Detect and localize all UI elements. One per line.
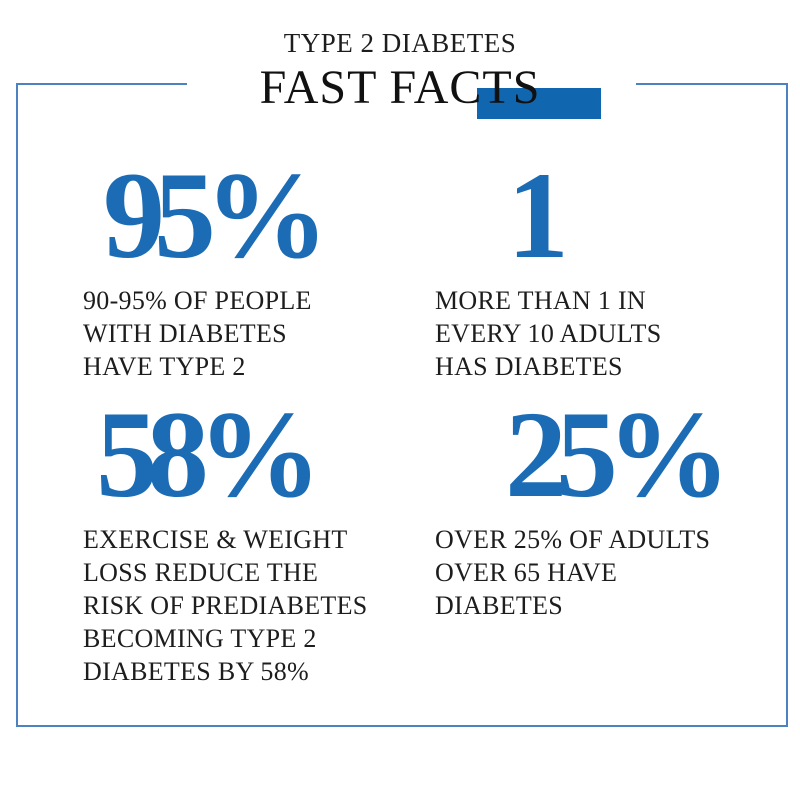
stat-caption: OVER 25% OF ADULTS OVER 65 HAVE DIABETES bbox=[435, 523, 760, 622]
caption-line: MORE THAN 1 IN bbox=[435, 286, 646, 315]
caption-line: RISK OF PREDIABETES bbox=[83, 591, 368, 620]
stat-value: 95% bbox=[103, 147, 329, 284]
caption-line: HAVE TYPE 2 bbox=[83, 352, 246, 381]
caption-line: DIABETES bbox=[435, 591, 564, 620]
caption-line: WITH DIABETES bbox=[83, 319, 287, 348]
caption-line: DIABETES BY 58% bbox=[83, 657, 309, 686]
stat-value: 58% bbox=[96, 386, 322, 523]
page-title: FAST FACTS bbox=[259, 61, 541, 114]
stat-block-95-percent: 95% 90-95% OF PEOPLE WITH DIABETES HAVE … bbox=[83, 147, 395, 383]
stat-caption: 90-95% OF PEOPLE WITH DIABETES HAVE TYPE… bbox=[83, 284, 395, 383]
caption-line: OVER 65 HAVE bbox=[435, 558, 618, 587]
stat-caption: EXERCISE & WEIGHT LOSS REDUCE THE RISK O… bbox=[83, 523, 408, 688]
caption-line: LOSS REDUCE THE bbox=[83, 558, 319, 587]
accent-rectangle bbox=[477, 88, 601, 119]
caption-line: BECOMING TYPE 2 bbox=[83, 624, 317, 653]
border-gap bbox=[187, 80, 636, 88]
stat-caption: MORE THAN 1 IN EVERY 10 ADULTS HAS DIABE… bbox=[435, 284, 760, 383]
stat-block-1-in-10: 1 MORE THAN 1 IN EVERY 10 ADULTS HAS DIA… bbox=[435, 147, 760, 383]
caption-line: EVERY 10 ADULTS bbox=[435, 319, 662, 348]
stat-value: 25% bbox=[505, 386, 731, 523]
caption-line: 90-95% OF PEOPLE bbox=[83, 286, 312, 315]
stat-block-58-percent: 58% EXERCISE & WEIGHT LOSS REDUCE THE RI… bbox=[83, 386, 408, 688]
caption-line: EXERCISE & WEIGHT bbox=[83, 525, 348, 554]
caption-line: HAS DIABETES bbox=[435, 352, 623, 381]
title-kicker: TYPE 2 DIABETES bbox=[283, 28, 517, 58]
stat-value: 1 bbox=[507, 147, 569, 284]
stat-block-25-percent: 25% OVER 25% OF ADULTS OVER 65 HAVE DIAB… bbox=[435, 386, 760, 622]
caption-line: OVER 25% OF ADULTS bbox=[435, 525, 711, 554]
